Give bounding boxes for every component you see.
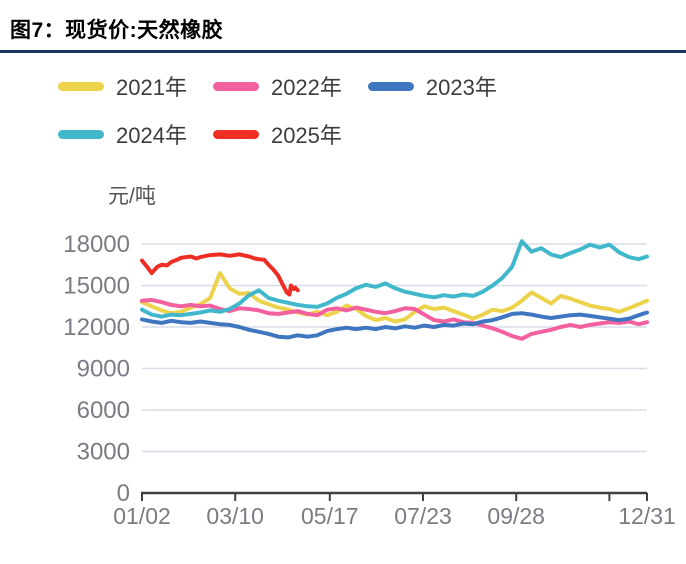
legend-item-2025年: 2025年	[212, 118, 342, 150]
legend-row: 2024年 2025年	[58, 118, 497, 150]
legend-label: 2021年	[116, 75, 187, 100]
series-line-2024年	[140, 239, 649, 319]
x-tick-label: 09/28	[487, 503, 545, 529]
y-tick-label: 0	[117, 480, 130, 507]
x-tick-label: 12/31	[618, 503, 676, 529]
legend-swatch	[58, 81, 104, 91]
series-line-2023年	[140, 310, 649, 340]
y-tick-label: 3000	[77, 439, 130, 466]
legend-label: 2025年	[270, 123, 342, 148]
series-line-2021年	[140, 271, 649, 324]
legend-item-2022年: 2022年	[212, 70, 342, 102]
series-line-2025年	[140, 252, 300, 297]
y-tick-label: 6000	[77, 397, 130, 424]
x-tick-label: 01/02	[113, 503, 171, 529]
x-tick-label: 07/23	[394, 503, 452, 529]
legend-label: 2024年	[116, 123, 187, 148]
chart-title: 图7：现货价:天然橡胶	[10, 19, 224, 42]
legend-swatch	[212, 129, 259, 139]
legend-item-2021年: 2021年	[58, 70, 187, 102]
legend-label: 2023年	[425, 75, 497, 100]
y-axis-unit-label: 元/吨	[108, 185, 156, 208]
y-tick-label: 12000	[63, 314, 130, 341]
x-tick-label: 03/10	[206, 503, 264, 529]
legend-swatch	[212, 81, 259, 91]
y-tick-label: 15000	[63, 273, 130, 300]
x-tick-label: 05/17	[301, 503, 359, 529]
header-divider	[0, 50, 686, 53]
legend-item-2024年: 2024年	[58, 118, 187, 150]
y-tick-label: 18000	[63, 231, 130, 258]
legend-row: 2021年 2022年 2023年	[58, 70, 497, 102]
legend-item-2023年: 2023年	[367, 70, 497, 102]
legend: 2021年 2022年 2023年 2024年 2025年	[58, 70, 497, 150]
y-tick-label: 9000	[77, 356, 130, 383]
legend-swatch	[58, 129, 104, 139]
legend-swatch	[367, 81, 414, 91]
legend-label: 2022年	[270, 75, 342, 100]
